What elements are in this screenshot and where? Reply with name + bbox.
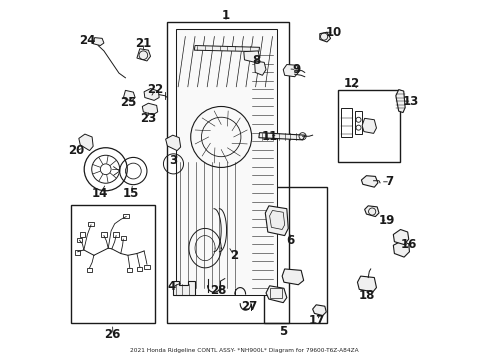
Text: 9: 9: [292, 63, 300, 76]
Text: 5: 5: [278, 325, 286, 338]
Polygon shape: [244, 51, 259, 62]
Text: 23: 23: [140, 112, 156, 125]
Polygon shape: [265, 206, 287, 235]
Bar: [167, 22, 289, 323]
Text: 6: 6: [285, 234, 294, 247]
Polygon shape: [269, 211, 284, 229]
Polygon shape: [142, 103, 158, 115]
Text: 12: 12: [343, 77, 360, 90]
Bar: [75, 250, 80, 255]
Polygon shape: [362, 118, 376, 134]
Text: 2: 2: [229, 249, 237, 262]
Text: 27: 27: [240, 300, 256, 313]
Text: 16: 16: [400, 238, 416, 251]
Bar: [88, 222, 94, 226]
Bar: [354, 111, 362, 134]
Polygon shape: [319, 32, 330, 42]
Polygon shape: [265, 286, 286, 303]
Polygon shape: [123, 90, 135, 101]
Polygon shape: [93, 38, 104, 45]
Bar: [270, 288, 282, 298]
Text: 24: 24: [79, 34, 96, 48]
Text: 1: 1: [222, 9, 229, 22]
Text: 19: 19: [378, 214, 395, 227]
Text: 21: 21: [135, 36, 151, 50]
Bar: [113, 232, 119, 237]
Polygon shape: [165, 135, 180, 150]
Polygon shape: [144, 89, 159, 100]
Bar: [121, 236, 126, 240]
Text: 28: 28: [210, 284, 226, 297]
Polygon shape: [283, 64, 298, 77]
Text: 25: 25: [120, 96, 137, 109]
Polygon shape: [79, 134, 93, 150]
Polygon shape: [361, 176, 377, 187]
Text: 10: 10: [325, 26, 341, 39]
Text: 11: 11: [261, 130, 277, 143]
Bar: [144, 265, 149, 269]
Bar: [70, 205, 155, 323]
Text: 15: 15: [122, 187, 139, 200]
Text: 17: 17: [308, 314, 325, 327]
Text: 13: 13: [402, 95, 419, 108]
Polygon shape: [176, 30, 276, 295]
Text: 22: 22: [146, 83, 163, 96]
Text: 20: 20: [68, 144, 84, 157]
Polygon shape: [258, 133, 305, 140]
Polygon shape: [364, 206, 378, 217]
Polygon shape: [194, 45, 259, 51]
Bar: [123, 214, 128, 218]
Bar: [341, 108, 351, 137]
Polygon shape: [395, 90, 405, 113]
Text: 8: 8: [251, 54, 260, 67]
Polygon shape: [172, 281, 195, 296]
Bar: [137, 267, 142, 271]
Polygon shape: [137, 49, 150, 61]
Polygon shape: [312, 305, 325, 316]
Text: 2021 Honda Ridgeline CONTL ASSY- *NH900L* Diagram for 79600-T6Z-A84ZA: 2021 Honda Ridgeline CONTL ASSY- *NH900L…: [130, 348, 358, 353]
Bar: [87, 267, 92, 272]
Text: 26: 26: [104, 328, 121, 341]
Polygon shape: [357, 276, 376, 292]
Text: 18: 18: [358, 289, 374, 302]
Bar: [337, 90, 400, 162]
Text: 14: 14: [92, 187, 108, 200]
Polygon shape: [392, 241, 408, 257]
Bar: [77, 238, 82, 242]
Text: 7: 7: [385, 175, 393, 188]
Polygon shape: [282, 269, 303, 285]
Text: 3: 3: [169, 154, 177, 167]
Bar: [264, 187, 326, 323]
Text: 4: 4: [167, 280, 176, 293]
Bar: [101, 232, 106, 237]
Polygon shape: [392, 229, 408, 244]
Bar: [127, 267, 132, 272]
Polygon shape: [254, 61, 265, 75]
Bar: [80, 232, 85, 237]
